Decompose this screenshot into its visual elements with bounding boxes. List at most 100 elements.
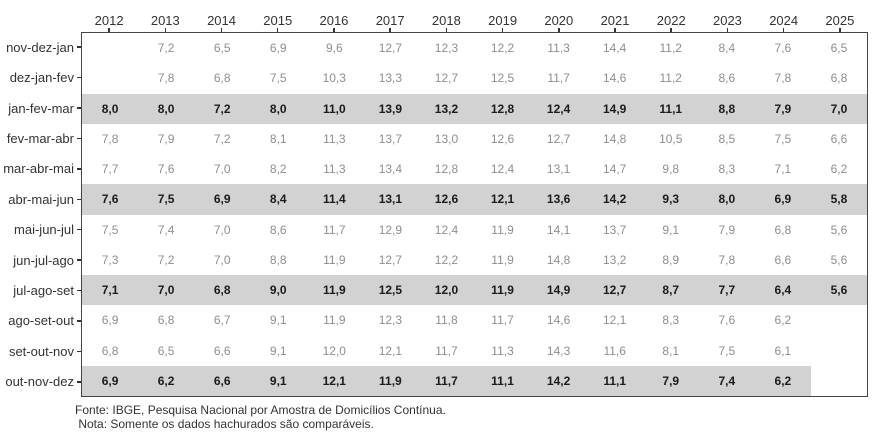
- table-cell: 8,6: [718, 71, 736, 86]
- table-cell: 12,2: [490, 41, 515, 56]
- year-label: 2013: [150, 13, 180, 28]
- table-row: 7,3 7,2 7,0 8,8 11,9 12,7 12,2 11,9 14,8 13,2 8,9 7…: [82, 245, 867, 275]
- table-cell: 12,5: [362, 275, 419, 306]
- table-cell: 14,7: [602, 162, 627, 177]
- row-label-cell: jul-ago-set: [0, 275, 81, 305]
- table-cell: 8,3: [662, 313, 680, 328]
- table-cell: 11,9: [306, 275, 363, 306]
- axis-tick: [77, 46, 81, 48]
- row-label: set-out-nov: [8, 343, 74, 359]
- axis-tick: [558, 28, 560, 32]
- axis-tick: [670, 28, 672, 32]
- table-cell: 8,2: [269, 162, 287, 177]
- year-header-cell: 2015: [250, 0, 306, 32]
- table-cell: 6,9: [194, 184, 251, 215]
- table-cell: 11,7: [547, 71, 570, 86]
- table-cell: 13,2: [418, 93, 475, 124]
- table-cell: 7,2: [157, 252, 175, 267]
- axis-tick: [839, 28, 841, 32]
- table-cell: 6,9: [82, 365, 139, 396]
- table-row: 6,8 6,5 6,6 9,1 12,0 12,1 11,7 11,3 14,3 11,6 8,1 7…: [82, 336, 867, 366]
- axis-tick: [77, 381, 81, 383]
- table-cell: 11,7: [323, 222, 346, 237]
- table-cell: 7,1: [82, 275, 139, 306]
- table-cell: 8,3: [718, 162, 736, 177]
- table-cell: [82, 63, 138, 93]
- table-row: 7,2 6,5 6,9 9,6 12,7 12,3 12,2 11,3 14,4 11,2 8,4 7…: [82, 33, 867, 63]
- table-cell: 8,4: [250, 184, 307, 215]
- table-cell: 11,1: [642, 93, 699, 124]
- table-cell: 6,9: [269, 41, 287, 56]
- table-cell: 9,3: [642, 184, 699, 215]
- table-cell: 6,8: [101, 343, 119, 358]
- table-cell: 8,7: [642, 275, 699, 306]
- row-label-cell: ago-set-out: [0, 306, 81, 336]
- table-cell: 9,0: [250, 275, 307, 306]
- axis-tick: [77, 228, 81, 231]
- axis-tick: [726, 28, 729, 32]
- table-cell: 11,4: [306, 184, 363, 215]
- table-cell: 11,7: [418, 365, 475, 396]
- row-label-cell: abr-mai-jun: [0, 184, 81, 214]
- table-cell: 13,0: [434, 131, 459, 146]
- table-cell: 12,4: [530, 93, 587, 124]
- table-cell: 9,1: [269, 343, 287, 358]
- year-label: 2023: [712, 13, 742, 28]
- table-cell: 6,7: [213, 313, 231, 328]
- table-cell: 6,2: [754, 365, 811, 396]
- table-cell: 9,6: [325, 41, 343, 56]
- table-row: 7,6 7,5 6,9 8,4 11,4 13,1 12,6 12,1 13,6 14,2 9,3 8…: [82, 184, 867, 215]
- table-cell: 5,6: [810, 275, 867, 306]
- table-row: 7,5 7,4 7,0 8,6 11,7 12,9 12,4 11,9 14,1 13,7 9,1 7…: [82, 215, 867, 245]
- table-cell: 12,6: [490, 131, 515, 146]
- table-cell: 14,6: [546, 313, 571, 328]
- table-cell: 12,7: [586, 275, 643, 306]
- table-cell: 11,3: [323, 162, 346, 177]
- table-cell: 6,8: [774, 222, 792, 237]
- year-label: 2021: [600, 13, 630, 28]
- table-panel: 7,2 6,5 6,9 9,6 12,7 12,3 12,2 11,3 14,4 11,2 8,4 7…: [81, 32, 868, 397]
- table-cell: 7,6: [718, 313, 736, 328]
- table-cell: 8,8: [698, 93, 755, 124]
- table-cell: 12,4: [434, 222, 459, 237]
- table-cell: 6,8: [194, 275, 251, 306]
- row-label: nov-dez-jan: [6, 39, 74, 55]
- table-cell: 6,2: [138, 365, 195, 396]
- table-cell: 8,9: [662, 252, 680, 267]
- year-header-cell: 2020: [531, 0, 587, 32]
- table-cell: 12,1: [602, 313, 627, 328]
- table-cell: 5,8: [810, 184, 867, 215]
- table-cell: 13,1: [362, 184, 419, 215]
- year-label: 2016: [319, 13, 349, 28]
- year-label: 2019: [488, 13, 518, 28]
- table-cell: 7,9: [642, 365, 699, 396]
- table-cell: 14,9: [530, 275, 587, 306]
- row-label-cell: dez-jan-fev: [0, 62, 81, 92]
- table-cell: 6,5: [157, 343, 175, 358]
- table-cell: 11,0: [306, 93, 363, 124]
- table-cell: 8,1: [269, 131, 287, 146]
- table-cell: 12,6: [418, 184, 475, 215]
- table-cell: 6,6: [774, 252, 792, 267]
- table-cell: 14,1: [546, 222, 571, 237]
- table-cell: 7,7: [101, 162, 119, 177]
- table-cell: 12,0: [322, 343, 346, 358]
- table-cell: [82, 33, 138, 63]
- axis-tick: [220, 28, 223, 32]
- row-label: jun-jul-ago: [13, 252, 74, 268]
- table-cell: 8,1: [662, 343, 680, 358]
- axis-tick: [77, 259, 81, 261]
- table-cell: 6,8: [157, 313, 175, 328]
- table-cell: 11,9: [491, 252, 514, 267]
- table-cell: 6,8: [830, 71, 848, 86]
- year-header-cell: 2013: [137, 0, 193, 32]
- table-cell: 11,2: [659, 41, 682, 56]
- year-label: 2020: [544, 13, 574, 28]
- table-cell: 11,9: [362, 365, 419, 396]
- table-cell: 14,6: [602, 71, 627, 86]
- table-cell: 8,0: [698, 184, 755, 215]
- table-cell: 7,5: [138, 184, 195, 215]
- table-cell: 11,2: [659, 71, 682, 86]
- year-label: 2025: [825, 13, 855, 28]
- table-cell: 7,6: [157, 162, 175, 177]
